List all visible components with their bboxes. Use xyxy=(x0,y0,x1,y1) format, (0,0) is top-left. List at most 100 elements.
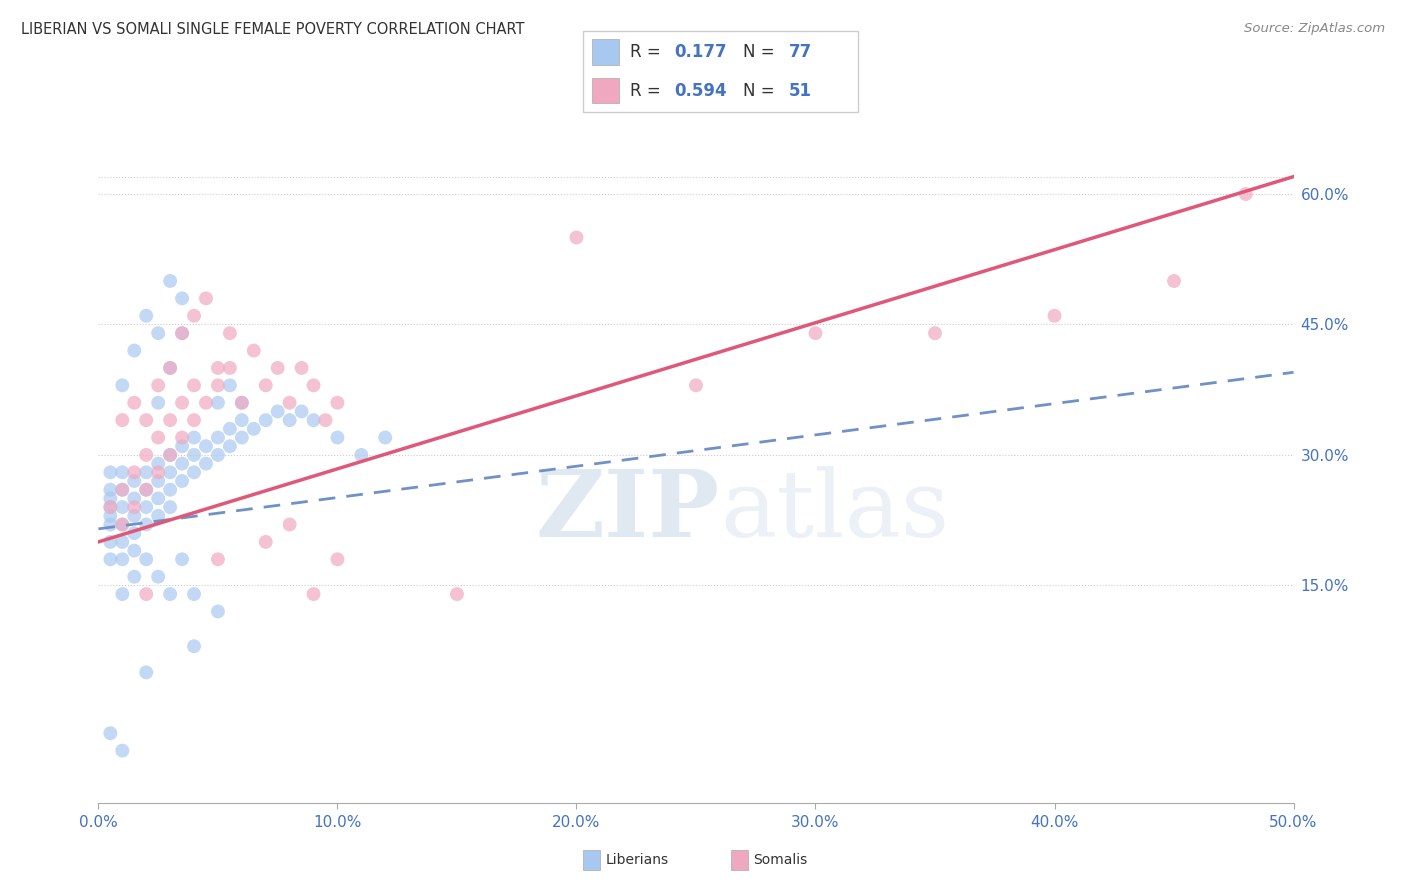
Point xyxy=(172,430,194,444)
Point xyxy=(172,457,194,471)
Point xyxy=(124,508,146,523)
Point xyxy=(183,639,205,653)
Point xyxy=(302,378,325,392)
Point xyxy=(326,430,349,444)
Point xyxy=(111,378,134,392)
Point xyxy=(195,457,218,471)
Point xyxy=(183,309,205,323)
Point xyxy=(207,605,229,619)
Point xyxy=(111,744,134,758)
Text: Source: ZipAtlas.com: Source: ZipAtlas.com xyxy=(1244,22,1385,36)
Text: R =: R = xyxy=(630,82,666,100)
Point xyxy=(98,508,122,523)
Point xyxy=(183,587,205,601)
Point xyxy=(159,448,181,462)
Point xyxy=(111,534,134,549)
Point xyxy=(148,508,170,523)
Point xyxy=(98,500,122,514)
Point xyxy=(148,430,170,444)
Point xyxy=(124,466,146,480)
Point xyxy=(267,360,290,375)
Point xyxy=(159,466,181,480)
Point xyxy=(148,570,170,584)
Point xyxy=(111,500,134,514)
Point xyxy=(124,395,146,409)
Point xyxy=(111,413,134,427)
Point xyxy=(111,517,134,532)
Point xyxy=(159,448,181,462)
Point xyxy=(111,552,134,566)
Point xyxy=(326,395,349,409)
Point xyxy=(278,395,301,409)
Point xyxy=(219,422,242,436)
Point xyxy=(135,466,157,480)
Point xyxy=(98,517,122,532)
Point xyxy=(111,483,134,497)
Point xyxy=(1163,274,1185,288)
Point xyxy=(302,587,325,601)
Point xyxy=(159,360,181,375)
Point xyxy=(111,517,134,532)
Point xyxy=(207,395,229,409)
Point xyxy=(254,534,277,549)
Text: 0.177: 0.177 xyxy=(673,43,727,61)
Point xyxy=(124,500,146,514)
Point xyxy=(183,448,205,462)
Point xyxy=(98,491,122,506)
Text: ZIP: ZIP xyxy=(536,466,720,556)
Point xyxy=(111,483,134,497)
Point xyxy=(98,534,122,549)
Point xyxy=(172,474,194,488)
Point xyxy=(135,483,157,497)
Point xyxy=(254,413,277,427)
Text: atlas: atlas xyxy=(720,466,949,556)
Point xyxy=(350,448,373,462)
Point xyxy=(207,360,229,375)
Point xyxy=(195,395,218,409)
Point xyxy=(98,552,122,566)
Point xyxy=(172,395,194,409)
Text: LIBERIAN VS SOMALI SINGLE FEMALE POVERTY CORRELATION CHART: LIBERIAN VS SOMALI SINGLE FEMALE POVERTY… xyxy=(21,22,524,37)
Point xyxy=(124,474,146,488)
Point xyxy=(291,360,314,375)
Point xyxy=(1234,187,1257,202)
Text: Somalis: Somalis xyxy=(754,853,808,867)
Point xyxy=(172,552,194,566)
Point xyxy=(148,395,170,409)
Point xyxy=(135,413,157,427)
Point xyxy=(159,413,181,427)
FancyBboxPatch shape xyxy=(592,39,619,65)
Point xyxy=(183,430,205,444)
Point xyxy=(291,404,314,418)
Text: R =: R = xyxy=(630,43,666,61)
Point xyxy=(135,665,157,680)
Point xyxy=(207,448,229,462)
Point xyxy=(207,430,229,444)
Point xyxy=(148,457,170,471)
Point xyxy=(124,343,146,358)
Point xyxy=(159,500,181,514)
Text: 77: 77 xyxy=(789,43,813,61)
Point xyxy=(207,552,229,566)
Point xyxy=(183,378,205,392)
Point xyxy=(1043,309,1066,323)
Point xyxy=(135,500,157,514)
Point xyxy=(159,483,181,497)
Point xyxy=(804,326,827,340)
Point xyxy=(183,413,205,427)
Point xyxy=(302,413,325,427)
Point xyxy=(924,326,946,340)
Point xyxy=(159,360,181,375)
Point xyxy=(315,413,337,427)
Point xyxy=(231,430,253,444)
Point xyxy=(124,491,146,506)
Point xyxy=(207,378,229,392)
Point xyxy=(254,378,277,392)
Point xyxy=(111,587,134,601)
Point xyxy=(219,326,242,340)
Text: 0.594: 0.594 xyxy=(673,82,727,100)
Point xyxy=(148,326,170,340)
Point xyxy=(98,726,122,740)
Point xyxy=(565,230,588,244)
Point xyxy=(135,552,157,566)
